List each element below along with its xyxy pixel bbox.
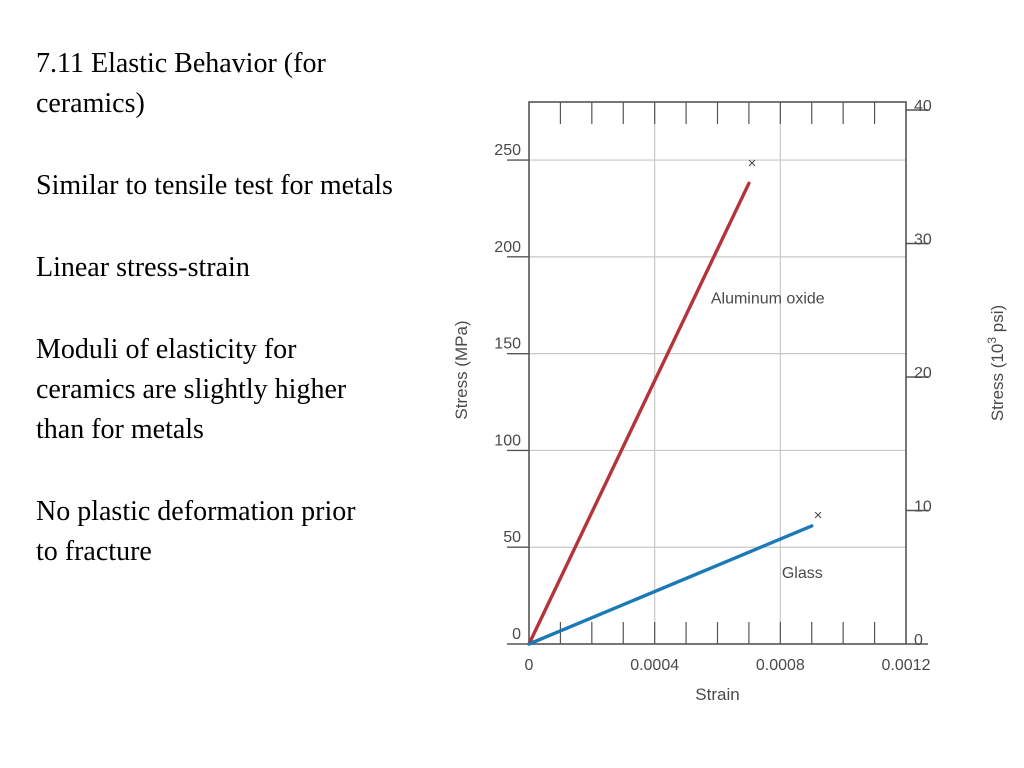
aluminum-oxide-label: Aluminum oxide xyxy=(711,290,825,307)
bullet-linear: Linear stress-strain xyxy=(36,252,250,283)
y-tick-label: 0 xyxy=(512,626,521,643)
bullet-moduli-line-1: Moduli of elasticity for xyxy=(36,334,297,365)
y2-tick-label: 30 xyxy=(914,232,932,249)
bullet-moduli-line-2: ceramics are slightly higher xyxy=(36,374,347,405)
bullet-no-plastic-line-2: to fracture xyxy=(36,536,152,567)
slide-title-line-2: ceramics) xyxy=(36,88,145,119)
slide-title-line-1: 7.11 Elastic Behavior (for xyxy=(36,48,326,79)
axis-ticks xyxy=(507,102,928,645)
x-tick-label: 0.0008 xyxy=(756,657,805,674)
bullet-no-plastic-line-1: No plastic deformation prior xyxy=(36,496,356,527)
y2-axis-title: Stress (103 psi) xyxy=(985,305,1007,421)
y-tick-label: 150 xyxy=(494,336,521,353)
y2-axis-title-prefix: Stress (10 xyxy=(988,344,1007,421)
x-tick-label: 0 xyxy=(525,657,534,674)
bullet-moduli-line-3: than for metals xyxy=(36,414,204,445)
y2-tick-label: 10 xyxy=(914,499,932,516)
x-tick-label: 0.0004 xyxy=(630,657,679,674)
y2-tick-label: 0 xyxy=(914,632,923,649)
y-axis-title: Stress (MPa) xyxy=(452,320,471,419)
y-tick-label: 100 xyxy=(494,432,521,449)
slide-text-block: 7.11 Elastic Behavior (for ceramics) Sim… xyxy=(36,44,476,572)
grid xyxy=(529,102,906,644)
y2-tick-label: 20 xyxy=(914,365,932,382)
series: × Aluminum oxide × Glass xyxy=(527,155,825,646)
aluminum-oxide-fracture-marker: × xyxy=(748,155,757,172)
glass-label: Glass xyxy=(782,565,823,582)
bullet-tensile-test: Similar to tensile test for metals xyxy=(36,170,393,201)
aluminum-oxide-line xyxy=(527,181,751,646)
x-tick-label: 0.0012 xyxy=(882,657,931,674)
x-axis-title: Strain xyxy=(695,685,739,704)
plot-frame xyxy=(528,101,907,645)
y-tick-label: 50 xyxy=(503,529,521,546)
axis-labels: 0 0.0004 0.0008 0.0012 0 50 100 150 200 250 0 10 20 3… xyxy=(494,98,932,674)
y-tick-label: 250 xyxy=(494,142,521,159)
glass-line xyxy=(527,524,814,646)
y2-tick-label: 40 xyxy=(914,98,932,115)
glass-fracture-marker: × xyxy=(814,507,823,524)
y-tick-label: 200 xyxy=(494,239,521,256)
y2-axis-title-exponent: 3 xyxy=(985,337,999,344)
stress-strain-chart: × Aluminum oxide × Glass 0 0.0004 0.0008 0.001… xyxy=(452,98,1007,704)
y2-axis-title-suffix: psi) xyxy=(988,305,1007,337)
